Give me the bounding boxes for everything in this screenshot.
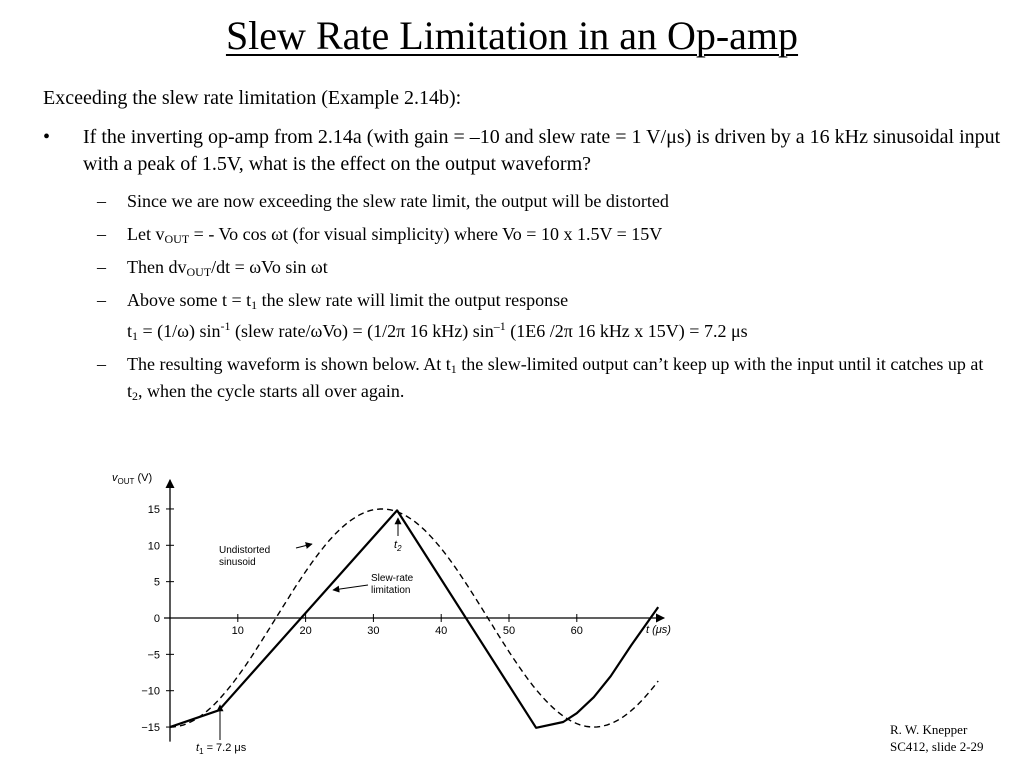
x-tick-label: 40 xyxy=(435,625,447,637)
sub-bullet-2-text: Let vOUT = - Vo cos ωt (for visual simpl… xyxy=(127,224,663,246)
sub-bullet-2: – Let vOUT = - Vo cos ωt (for visual sim… xyxy=(97,221,997,248)
footer-slide-number: SC412, slide 2-29 xyxy=(890,739,984,754)
y-tick-label: −5 xyxy=(147,649,160,661)
dash-mark: – xyxy=(97,354,106,374)
sub-bullet-3-text: Then dvOUT/dt = ωVo sin ωt xyxy=(127,257,328,279)
y-tick-label: 10 xyxy=(148,540,160,552)
sub-bullet-4: – Above some t = t1 the slew rate will l… xyxy=(97,287,997,314)
slew-pointer-arrow xyxy=(332,584,369,593)
dash-mark: – xyxy=(97,191,106,211)
t1-label: t1 = 7.2 μs xyxy=(196,742,247,756)
x-tick-label: 30 xyxy=(367,625,379,637)
t1-equation-text: t1 = (1/ω) sin-1 (slew rate/ωVo) = (1/2π… xyxy=(127,319,748,343)
footer-author: R. W. Knepper xyxy=(890,722,968,737)
bullet-mark: • xyxy=(43,126,51,148)
legend-undistorted-line2: sinusoid xyxy=(219,557,256,568)
bullet-text: If the inverting op-amp from 2.14a (with… xyxy=(83,126,1001,175)
chart-axes xyxy=(164,478,666,742)
main-bullet: • If the inverting op-amp from 2.14a (wi… xyxy=(43,124,1003,178)
x-tick-label: 60 xyxy=(571,625,583,637)
y-tick-label: 0 xyxy=(154,613,160,625)
x-axis-label: t (μs) xyxy=(646,624,671,636)
legend-slew-line2: limitation xyxy=(371,585,410,596)
dash-mark: – xyxy=(97,257,106,277)
y-axis-label: vOUT (V) xyxy=(112,472,152,486)
x-tick-label: 20 xyxy=(299,625,311,637)
sub-bullet-1-text: Since we are now exceeding the slew rate… xyxy=(127,191,669,211)
sub-bullet-3: – Then dvOUT/dt = ωVo sin ωt xyxy=(97,254,997,281)
undistorted-sinusoid-curve xyxy=(169,508,659,728)
x-tick-label: 50 xyxy=(503,625,515,637)
undistorted-pointer-arrow xyxy=(295,542,313,549)
sub-bullet-1: – Since we are now exceeding the slew ra… xyxy=(97,188,997,215)
y-tick-label: 15 xyxy=(148,504,160,516)
t2-label: t2 xyxy=(394,539,402,553)
sub-bullet-4-text: Above some t = t1 the slew rate will lim… xyxy=(127,290,569,312)
sub-bullet-6-text: The resulting waveform is shown below. A… xyxy=(127,354,984,403)
legend-undistorted-line1: Undistorted xyxy=(219,545,270,556)
slide-footer: R. W. Knepper SC412, slide 2-29 xyxy=(890,721,984,755)
dash-mark: – xyxy=(97,290,106,310)
slide-title: Slew Rate Limitation in an Op-amp xyxy=(225,13,799,58)
dash-mark: – xyxy=(97,224,106,244)
y-tick-label: 5 xyxy=(154,577,160,589)
t1-equation: t1 = (1/ω) sin-1 (slew rate/ωVo) = (1/2π… xyxy=(97,318,997,345)
x-tick-label: 10 xyxy=(232,625,244,637)
sub-bullets: – Since we are now exceeding the slew ra… xyxy=(97,188,997,411)
y-tick-label: −10 xyxy=(141,686,160,698)
legend-slew-line1: Slew-rate xyxy=(371,573,414,584)
slew-limited-output-curve xyxy=(169,509,660,729)
y-tick-label: −15 xyxy=(141,722,160,734)
sub-bullet-6: – The resulting waveform is shown below.… xyxy=(97,351,997,405)
intro-text: Exceeding the slew rate limitation (Exam… xyxy=(43,87,462,109)
